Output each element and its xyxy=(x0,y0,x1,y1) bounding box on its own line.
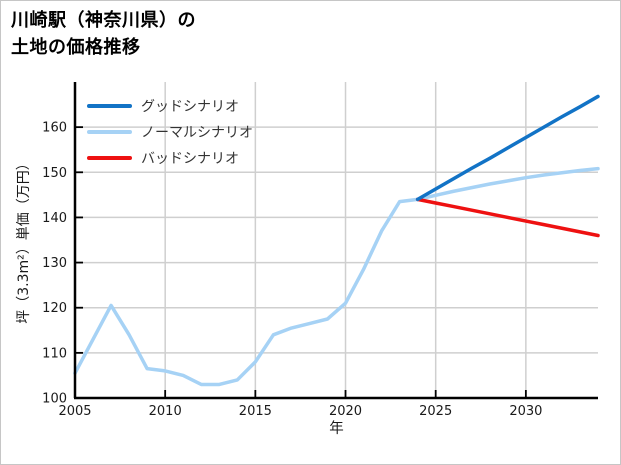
x-tick-label: 2015 xyxy=(239,404,272,419)
legend-item-bad: バッドシナリオ xyxy=(87,145,253,171)
x-tick-label: 2010 xyxy=(149,404,182,419)
y-tick-label: 130 xyxy=(42,256,67,271)
y-tick-label: 160 xyxy=(42,121,67,136)
series-lines xyxy=(73,94,600,387)
page-title-line2: 土地の価格推移 xyxy=(11,37,141,58)
legend-label-good: グッドシナリオ xyxy=(141,99,239,115)
normal-scenario-line-swatch xyxy=(87,130,132,134)
x-tick-label: 2025 xyxy=(419,404,452,419)
y-tick-label: 140 xyxy=(42,211,67,226)
page-title-line1: 川崎駅（神奈川県）の xyxy=(11,10,196,31)
legend-item-normal: ノーマルシナリオ xyxy=(87,119,253,145)
x-tick-label: 2030 xyxy=(509,404,542,419)
legend-label-bad: バッドシナリオ xyxy=(141,151,239,167)
x-tick-label: 2020 xyxy=(329,404,362,419)
y-tick-label: 110 xyxy=(42,346,67,361)
y-tick-label: 100 xyxy=(42,392,67,407)
chart-legend: グッドシナリオ ノーマルシナリオ バッドシナリオ xyxy=(87,93,253,171)
bad-scenario-line-swatch xyxy=(87,156,132,160)
y-axis-label: 坪（3.3m²）単価（万円） xyxy=(16,156,32,324)
gridlines xyxy=(75,82,598,398)
good-scenario-line-swatch xyxy=(87,104,132,108)
tick-labels: 100 110 120 130 140 150 160 2005 2010 2015 2020 202… xyxy=(42,121,542,419)
y-tick-label: 120 xyxy=(42,301,67,316)
series-bad-line xyxy=(415,197,600,238)
legend-item-good: グッドシナリオ xyxy=(87,93,253,119)
legend-label-normal: ノーマルシナリオ xyxy=(141,125,253,141)
series-normal-line xyxy=(415,166,600,202)
y-tick-label: 150 xyxy=(42,166,67,181)
x-tick-label: 2005 xyxy=(58,404,91,419)
series-history-line xyxy=(73,197,420,387)
page-title: 川崎駅（神奈川県）の 土地の価格推移 xyxy=(11,7,196,61)
series-good-line xyxy=(415,94,600,202)
axes xyxy=(73,82,598,400)
x-axis-label: 年 xyxy=(329,420,344,437)
